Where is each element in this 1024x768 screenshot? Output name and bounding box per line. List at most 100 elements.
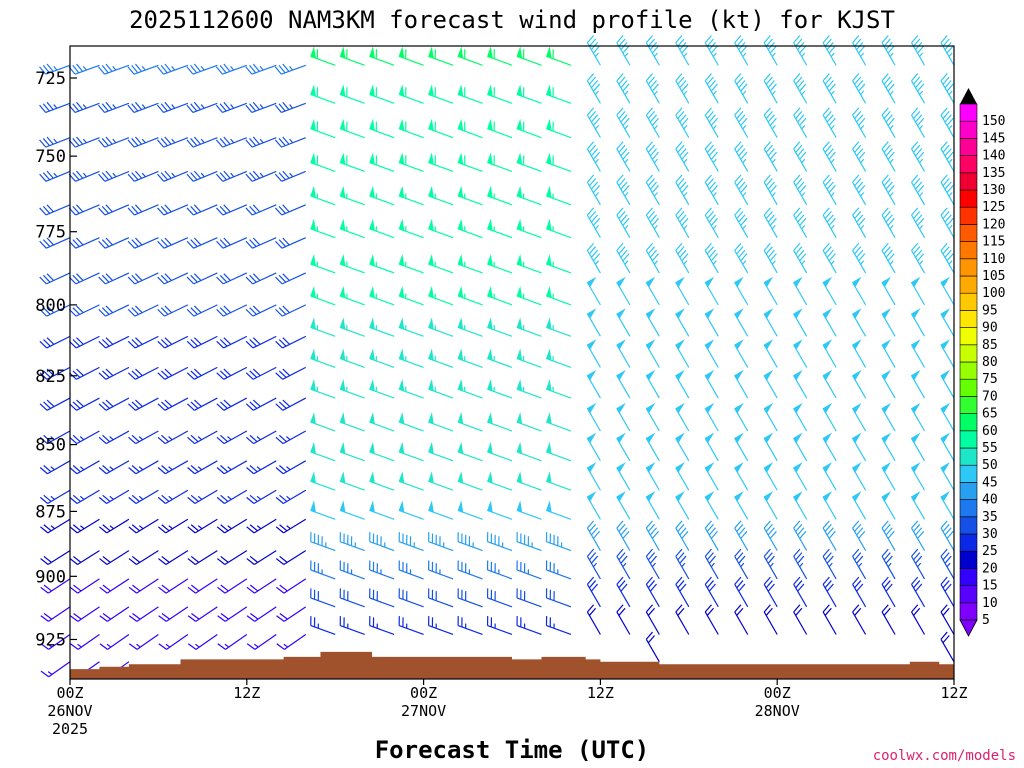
barb-half-feather	[171, 172, 176, 178]
wind-barb	[675, 369, 690, 399]
wind-barb	[127, 304, 159, 317]
barb-feather	[763, 73, 771, 82]
barb-feather	[706, 38, 714, 47]
barb-flag	[398, 46, 405, 59]
barb-feather	[278, 239, 287, 247]
wind-barb	[487, 185, 513, 206]
barb-shaft	[793, 527, 808, 551]
barb-feather	[618, 607, 626, 616]
barb-feather	[131, 339, 140, 347]
barb-half-feather	[919, 224, 924, 230]
barb-feather	[99, 558, 108, 565]
wind-barb	[793, 73, 808, 104]
barb-shaft	[675, 250, 690, 274]
barb-feather	[706, 210, 714, 219]
barb-half-feather	[889, 158, 894, 164]
barb-feather	[651, 151, 660, 160]
barb-feather	[249, 434, 258, 443]
barb-feather	[160, 138, 168, 147]
barb-shaft	[75, 137, 100, 148]
barb-flag	[675, 462, 685, 473]
barb-flag	[339, 152, 346, 165]
barb-shaft	[586, 584, 601, 608]
wind-barb	[793, 432, 808, 462]
barb-feather	[164, 337, 173, 345]
barb-feather	[946, 117, 954, 126]
barb-feather	[216, 276, 224, 285]
barb-feather	[767, 249, 775, 258]
barb-feather	[98, 467, 107, 475]
barb-half-feather	[82, 104, 87, 109]
wind-barb	[545, 285, 572, 306]
barb-feather	[187, 643, 197, 650]
barb-shaft	[282, 366, 307, 380]
barb-feather	[586, 576, 595, 585]
barb-feather	[223, 399, 232, 407]
barb-feather	[736, 178, 744, 187]
wind-barb	[186, 136, 218, 148]
wind-barb	[39, 489, 71, 505]
wind-barb	[398, 46, 424, 66]
barb-shaft	[852, 80, 867, 104]
wind-barb	[275, 489, 307, 505]
barb-feather	[39, 104, 47, 113]
barb-feather	[647, 552, 656, 561]
barb-feather	[586, 141, 595, 150]
barb-feather	[675, 576, 683, 585]
barb-half-feather	[82, 172, 87, 178]
barb-feather	[590, 527, 599, 536]
barb-feather	[740, 151, 748, 160]
barb-feather	[856, 181, 864, 190]
barb-flag	[793, 491, 803, 502]
barb-feather	[187, 558, 196, 565]
barb-half-feather	[106, 643, 112, 648]
barb-shaft	[734, 181, 749, 206]
barb-flag	[852, 432, 862, 444]
wind-barb	[763, 35, 778, 66]
barb-feather	[592, 83, 601, 92]
wind-barb	[246, 578, 277, 594]
barb-feather	[828, 45, 836, 54]
wind-barb	[734, 35, 749, 66]
wind-barb	[793, 141, 808, 172]
barb-feather	[193, 170, 202, 179]
wind-barb	[881, 491, 896, 520]
wind-barb	[734, 308, 749, 337]
barb-shaft	[940, 181, 955, 206]
barb-feather	[69, 615, 79, 622]
barb-flag	[428, 84, 434, 97]
barb-feather	[592, 185, 601, 194]
wind-barb	[398, 588, 424, 608]
barb-half-feather	[259, 172, 264, 178]
barb-shaft	[253, 518, 277, 534]
wind-barb	[645, 141, 660, 172]
barb-flag	[339, 348, 346, 361]
colorbar-swatch	[959, 361, 978, 380]
barb-shaft	[225, 633, 248, 650]
wind-barb	[586, 491, 601, 520]
barb-feather	[246, 526, 255, 534]
barb-feather	[824, 607, 832, 616]
barb-feather	[275, 436, 284, 445]
barb-half-feather	[256, 495, 262, 500]
wind-barb	[822, 107, 837, 138]
barb-flag	[545, 152, 552, 165]
barb-shaft	[77, 606, 100, 622]
barb-feather	[822, 141, 830, 150]
barb-feather	[164, 305, 173, 314]
barb-feather	[588, 552, 597, 561]
barb-half-feather	[138, 495, 144, 500]
barb-feather	[797, 527, 805, 536]
barb-feather	[858, 83, 866, 92]
barb-feather	[858, 45, 866, 54]
barb-shaft	[47, 550, 71, 566]
barb-shaft	[222, 237, 248, 249]
barb-shaft	[105, 366, 130, 380]
wind-barb	[586, 604, 601, 635]
wind-barb	[675, 242, 690, 274]
barb-half-feather	[136, 643, 141, 648]
barb-feather	[679, 249, 687, 258]
barb-shaft	[194, 460, 218, 475]
barb-feather	[799, 530, 807, 539]
barb-feather	[769, 83, 777, 92]
